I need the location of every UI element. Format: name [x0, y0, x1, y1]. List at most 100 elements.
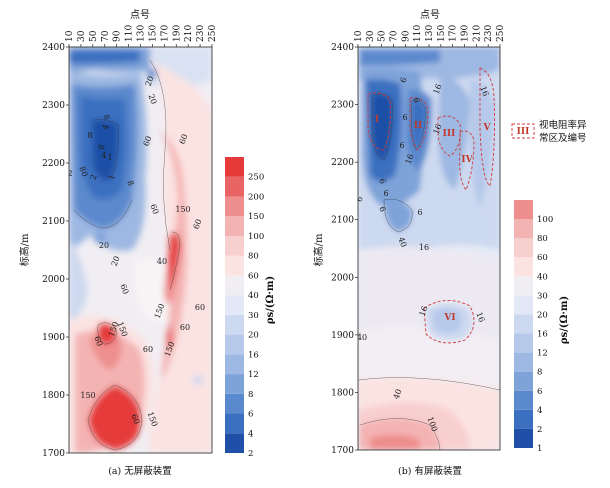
x-tick-label: 110: [125, 25, 135, 42]
panel-a-ylabel: 标高/m: [18, 233, 31, 266]
anomaly-zone-label: IV: [461, 155, 473, 165]
x-tick-label: 230: [196, 25, 206, 42]
colorbar-swatch: [225, 354, 244, 375]
x-tick-label: 50: [378, 30, 388, 42]
contour-label: 1: [107, 153, 112, 162]
colorbar-swatch: [514, 333, 533, 353]
colorbar-tick-label: 2: [537, 425, 542, 435]
colorbar-tick-label: 30: [248, 311, 259, 321]
panel-a-y-ticks: 2400 2300 2200 2100 2000 1900 1800 1700: [42, 43, 69, 459]
contour-label: 60: [118, 283, 130, 296]
contour-label: 60: [148, 203, 160, 216]
anomaly-legend: III 视电阻率异 常区及编号: [511, 119, 587, 144]
anomaly-outlines: [367, 67, 495, 344]
contour-label: 60: [92, 335, 104, 348]
colorbar-tick-label: 20: [537, 310, 548, 320]
y-tick-label: 1900: [331, 331, 354, 341]
contour-label: 4: [101, 123, 111, 131]
x-tick-label: 130: [425, 25, 435, 42]
colorbar-swatch: [514, 238, 533, 258]
panel-a-xlabel: 点号: [130, 9, 150, 21]
x-tick-label: 210: [472, 25, 482, 42]
colorbar-swatch: [225, 314, 244, 335]
colorbar-tick-label: 16: [248, 350, 259, 360]
colorbar-swatch: [514, 295, 533, 315]
x-tick-label: 210: [184, 25, 194, 42]
y-tick-label: 1700: [42, 449, 65, 459]
colorbar-tick-label: 40: [248, 291, 259, 301]
y-tick-label: 2300: [331, 101, 354, 111]
y-tick-label: 2000: [42, 275, 65, 285]
panel-a-colorbar-unit: ρs/(Ω·m): [265, 276, 276, 324]
contour-label: 16: [478, 85, 490, 98]
colorbar-swatch: [514, 352, 533, 372]
panel-b-colorbar-unit: ρs/(Ω·m): [559, 296, 570, 344]
y-tick-label: 2100: [331, 216, 354, 226]
contour-label: 60: [195, 303, 205, 312]
contour-label: 60: [142, 135, 154, 148]
contour-label: 40: [357, 333, 367, 342]
x-tick-label: 170: [449, 25, 459, 42]
x-tick-label: 90: [401, 30, 411, 42]
contour-label: 0: [79, 170, 89, 178]
contour-label: 6: [417, 208, 422, 217]
colorbar-tick-label: 40: [537, 272, 548, 282]
colorbar-tick-label: 4: [248, 429, 253, 439]
contour-label: 40: [392, 388, 404, 401]
contour-label: 8: [125, 179, 135, 187]
colorbar-swatch: [514, 314, 533, 334]
contour-label: 150: [80, 391, 95, 400]
x-tick-label: 50: [89, 30, 99, 42]
colorbar-tick-label: 250: [248, 173, 264, 183]
contour-label: 16: [404, 153, 416, 166]
anomaly-zone-IV: [459, 130, 475, 191]
colorbar-tick-label: 6: [537, 387, 542, 397]
colorbar-swatch: [225, 196, 244, 217]
colorbar-swatch: [225, 235, 244, 256]
x-tick-label: 110: [413, 25, 423, 42]
colorbar-tick-label: 2: [248, 449, 253, 459]
colorbar-tick-label: 12: [537, 349, 548, 359]
contour-label: 40: [157, 257, 167, 266]
contour-label: 60: [143, 345, 153, 354]
x-tick-label: 250: [496, 25, 506, 42]
legend-text-line1: 视电阻率异: [539, 119, 587, 131]
colorbar-tick-label: 12: [248, 370, 259, 380]
contour-label: 20: [146, 93, 158, 106]
y-tick-label: 1900: [42, 333, 65, 343]
colorbar-tick-label: 1: [537, 444, 542, 454]
contour-label: 1: [107, 173, 117, 181]
panel-b-x-ticks: 10 30 50 70 90 110 130 150 170 190 210 230 250: [354, 25, 506, 47]
contour-label: 6: [377, 177, 387, 185]
panel-b-y-ticks: 2400 2300 2200 2100 2000 1900 1800 1700: [331, 43, 358, 456]
colorbar-swatch: [225, 393, 244, 414]
y-tick-label: 2100: [42, 217, 65, 227]
colorbar-tick-label: 6: [248, 410, 253, 420]
x-tick-label: 130: [137, 25, 147, 42]
panel-b-caption: (b) 有屏蔽装置: [398, 465, 462, 477]
anomaly-zone-II: [409, 97, 429, 151]
x-tick-label: 10: [354, 30, 364, 42]
y-tick-label: 2400: [331, 43, 354, 53]
colorbar-swatch: [225, 216, 244, 236]
contour-label: 6: [411, 96, 421, 104]
colorbar-swatch: [514, 276, 533, 296]
colorbar-tick-label: 8: [248, 390, 253, 400]
panel-a-caption: (a) 无屏蔽装置: [108, 465, 172, 477]
x-tick-label: 90: [113, 30, 123, 42]
x-tick-label: 150: [148, 25, 158, 42]
anomaly-zone-label: V: [483, 123, 492, 133]
x-tick-label: 250: [208, 25, 218, 42]
panel-b-xlabel: 点号: [420, 9, 440, 21]
colorbar-swatch: [225, 295, 244, 315]
contour-label: 4: [101, 151, 106, 160]
colorbar-tick-label: 80: [537, 234, 548, 244]
y-tick-label: 1800: [42, 391, 65, 401]
colorbar-tick-label: 30: [537, 291, 548, 301]
colorbar-swatch: [514, 428, 533, 448]
contour-label: 16: [474, 311, 486, 324]
